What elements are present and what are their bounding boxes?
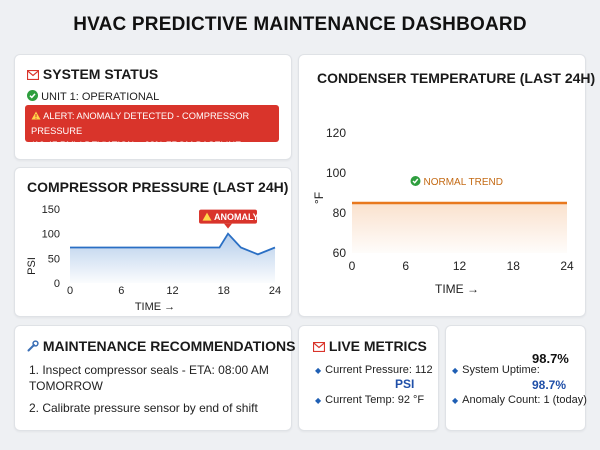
system-status-label: SYSTEM STATUS	[42, 66, 159, 82]
y-tick-label: 150	[42, 204, 60, 216]
current-temp-label: Current Temp: 92 °F	[325, 394, 425, 406]
y-tick-label: 100	[326, 166, 346, 180]
check-mark	[412, 178, 419, 184]
x-tick-label: 24	[560, 259, 574, 273]
check-circle-icon	[27, 90, 38, 104]
warning-icon	[202, 212, 212, 221]
y-tick-label: 120	[326, 126, 346, 140]
system-status-card: SYSTEM STATUS UNIT 1: OPERATIONAL ALERT:…	[14, 54, 292, 160]
condenser-temperature-chart: °F 60 80 100 120 0 6 12 18 24 NORMAL TREND TIME →	[312, 126, 574, 296]
maintenance-card: MAINTENANCE RECOMMENDATIONS 1. Inspect c…	[14, 325, 295, 431]
y-tick-label: 80	[333, 206, 347, 220]
anomaly-badge	[199, 209, 258, 224]
x-tick-label: 24	[269, 285, 281, 297]
temperature-x-axis-label: TIME →	[435, 282, 479, 296]
normal-trend-label: NORMAL TREND	[410, 176, 503, 188]
maintenance-item[interactable]: 1. Inspect compressor seals - ETA: 08:00…	[29, 362, 269, 394]
x-tick-label: 12	[453, 259, 467, 273]
maintenance-item[interactable]: 2. Calibrate pressure sensor by end of s…	[29, 400, 258, 416]
pressure-y-axis-label: PSI	[26, 257, 38, 275]
anomaly-badge-pointer	[224, 223, 233, 229]
x-tick-label: 0	[349, 259, 356, 273]
alert-text-line1: ALERT: ANOMALY DETECTED - COMPRESSOR PRE…	[31, 111, 250, 136]
bullet-icon: ◆	[315, 395, 322, 405]
y-tick-label: 50	[48, 253, 60, 265]
envelope-icon	[312, 339, 326, 355]
current-temp-row: ◆ Current Temp: 92 °F	[315, 394, 424, 406]
bullet-icon: ◆	[452, 395, 459, 405]
series-line	[70, 232, 276, 256]
system-status-title: SYSTEM STATUS	[26, 66, 159, 83]
current-pressure-label: Current Pressure: 112	[325, 364, 433, 376]
maintenance-item-text: 2. Calibrate pressure sensor by end of s…	[29, 401, 258, 415]
maintenance-label: MAINTENANCE RECOMMENDATIONS	[42, 338, 296, 354]
y-tick-label: 100	[42, 229, 60, 241]
x-tick-label: 12	[166, 285, 178, 297]
current-pressure-unit: PSI	[395, 377, 415, 391]
pressure-x-axis-label: TIME →	[135, 301, 175, 313]
uptime-value-top: 98.7%	[532, 351, 569, 366]
maintenance-title: MAINTENANCE RECOMMENDATIONS	[27, 338, 295, 355]
x-tick-label: 6	[402, 259, 409, 273]
anomaly-badge-label: ANOMALY	[214, 212, 259, 222]
maintenance-item-text-cont: TOMORROW	[29, 379, 103, 393]
x-tick-label: 6	[118, 285, 124, 297]
x-tick-label: 18	[218, 285, 230, 297]
y-tick-label: 0	[54, 278, 60, 290]
system-uptime-value: 98.7%	[532, 378, 567, 392]
live-metrics-label: LIVE METRICS	[328, 338, 427, 354]
current-pressure-row: ◆ Current Pressure: 112	[315, 364, 433, 376]
unit-status-text: UNIT 1: OPERATIONAL	[41, 90, 160, 103]
warning-icon	[31, 110, 41, 124]
normal-trend-text: NORMAL TREND	[424, 177, 503, 188]
temperature-y-axis-label: °F	[312, 192, 326, 204]
wrench-icon	[27, 339, 39, 355]
series-area	[70, 233, 275, 283]
series-area	[352, 203, 567, 253]
y-tick-label: 60	[333, 246, 347, 260]
anomaly-count-label: Anomaly Count: 1 (today)	[462, 394, 587, 406]
live-metrics-card: LIVE METRICS ◆ Current Pressure: 112 PSI …	[298, 325, 439, 431]
bullet-icon: ◆	[315, 365, 322, 375]
system-uptime-row: ◆ System Uptime:	[452, 364, 540, 376]
unit-status: UNIT 1: OPERATIONAL	[27, 90, 159, 104]
x-tick-label: 0	[67, 285, 73, 297]
envelope-icon	[26, 67, 40, 83]
compressor-pressure-chart: PSI 0 50 100 150 0 6 12 18 24 ANOMALY TIME →	[26, 204, 281, 313]
condenser-temperature-card: CONDENSER TEMPERATURE (LAST 24H) °F 60 80…	[298, 54, 595, 317]
dashboard-title: HVAC PREDICTIVE MAINTENANCE DASHBOARD	[73, 14, 527, 35]
compressor-pressure-card: COMPRESSOR PRESSURE (LAST 24H) PSI 0 50 10…	[14, 167, 292, 317]
compressor-chart-title: COMPRESSOR PRESSURE (LAST 24H)	[27, 179, 289, 195]
system-uptime-label: System Uptime:	[462, 364, 540, 376]
anomaly-alert-banner[interactable]: ALERT: ANOMALY DETECTED - COMPRESSOR PRE…	[25, 105, 279, 150]
x-tick-label: 18	[507, 259, 521, 273]
condenser-chart-title: CONDENSER TEMPERATURE (LAST 24H)	[317, 70, 596, 86]
maintenance-item-text: 1. Inspect compressor seals - ETA: 08:00…	[29, 363, 269, 377]
system-metrics-card: 98.7% ◆ System Uptime: 98.7% ◆ Anomaly Cou…	[445, 325, 587, 431]
anomaly-count-row: ◆ Anomaly Count: 1 (today)	[452, 394, 587, 406]
bullet-icon: ◆	[452, 365, 459, 375]
alert-text-line2: (12:47 PM) | DEVIATION: +28% FROM BASELI…	[31, 139, 242, 150]
live-metrics-title: LIVE METRICS	[312, 338, 427, 355]
